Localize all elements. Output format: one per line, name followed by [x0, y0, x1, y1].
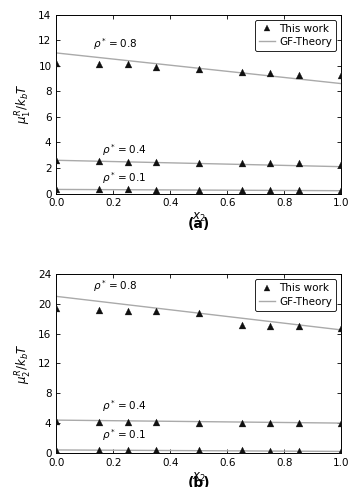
Point	[125, 158, 130, 166]
Point	[96, 60, 102, 68]
Point	[196, 159, 202, 167]
Point	[54, 304, 59, 312]
Point	[339, 447, 344, 455]
Point	[339, 160, 344, 168]
Point	[96, 306, 102, 314]
Y-axis label: $\mu_1^{R}/k_b T$: $\mu_1^{R}/k_b T$	[14, 84, 34, 124]
Point	[54, 59, 59, 67]
Point	[296, 186, 302, 194]
Point	[296, 71, 302, 78]
Point	[239, 160, 244, 168]
Point	[125, 60, 130, 68]
Point	[268, 419, 273, 427]
Point	[296, 160, 302, 168]
Point	[153, 307, 159, 315]
Point	[153, 158, 159, 166]
Point	[268, 186, 273, 194]
Point	[339, 420, 344, 428]
X-axis label: $x_2$: $x_2$	[192, 470, 206, 484]
Point	[339, 72, 344, 79]
Text: $\rho^* = 0.4$: $\rho^* = 0.4$	[102, 142, 146, 158]
Text: (b): (b)	[188, 476, 210, 487]
Point	[296, 420, 302, 428]
Point	[339, 186, 344, 194]
Y-axis label: $\mu_2^{R}/k_b T$: $\mu_2^{R}/k_b T$	[14, 343, 34, 384]
Text: $\rho^* = 0.1$: $\rho^* = 0.1$	[102, 170, 146, 186]
Point	[54, 446, 59, 453]
Point	[54, 185, 59, 193]
Point	[268, 70, 273, 77]
X-axis label: $x_2$: $x_2$	[192, 211, 206, 224]
Text: $\rho^* = 0.4$: $\rho^* = 0.4$	[102, 399, 146, 414]
Point	[54, 417, 59, 425]
Point	[125, 446, 130, 454]
Point	[96, 418, 102, 426]
Point	[296, 322, 302, 330]
Point	[268, 160, 273, 168]
Text: $\rho^* = 0.8$: $\rho^* = 0.8$	[93, 279, 138, 295]
Point	[239, 186, 244, 194]
Text: (a): (a)	[188, 217, 210, 231]
Point	[153, 418, 159, 426]
Point	[96, 446, 102, 454]
Point	[153, 446, 159, 454]
Text: $\rho^* = 0.8$: $\rho^* = 0.8$	[93, 36, 138, 52]
Point	[96, 157, 102, 165]
Point	[196, 309, 202, 317]
Point	[153, 186, 159, 193]
Point	[196, 419, 202, 427]
Point	[196, 447, 202, 454]
Legend: This work, GF-Theory: This work, GF-Theory	[255, 20, 336, 51]
Point	[239, 68, 244, 76]
Point	[296, 447, 302, 454]
Point	[268, 447, 273, 454]
Point	[196, 186, 202, 193]
Point	[239, 419, 244, 427]
Text: $\rho^* = 0.1$: $\rho^* = 0.1$	[102, 427, 146, 443]
Point	[239, 321, 244, 329]
Point	[125, 307, 130, 315]
Point	[239, 447, 244, 454]
Point	[153, 63, 159, 71]
Point	[54, 156, 59, 164]
Point	[196, 65, 202, 73]
Point	[268, 322, 273, 330]
Point	[96, 186, 102, 193]
Point	[125, 418, 130, 426]
Point	[339, 324, 344, 332]
Point	[125, 186, 130, 193]
Legend: This work, GF-Theory: This work, GF-Theory	[255, 279, 336, 311]
